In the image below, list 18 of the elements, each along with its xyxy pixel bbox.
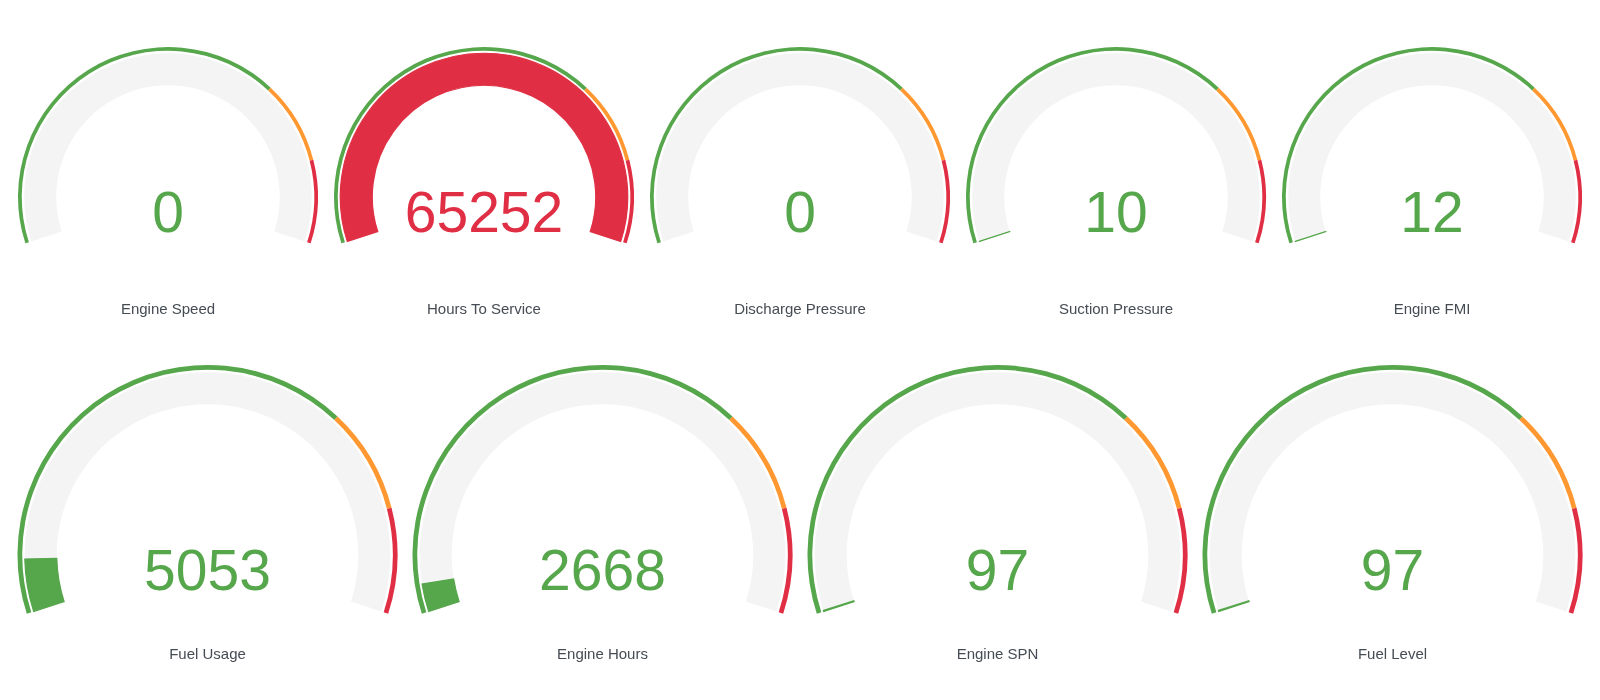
category-label: Fuel Level — [1357, 645, 1428, 662]
data-label: 97 — [1360, 538, 1425, 602]
category-label: Hours To Service — [427, 300, 541, 317]
category-label: Engine SPN — [956, 645, 1039, 662]
data-label: 2668 — [539, 538, 666, 602]
category-label: Suction Pressure — [1058, 300, 1174, 317]
category-label: Fuel Usage — [169, 645, 246, 662]
data-label: 97 — [965, 538, 1030, 602]
data-label: 0 — [784, 180, 816, 244]
category-label: Engine Speed — [120, 300, 216, 317]
data-label: 65252 — [404, 180, 564, 244]
data-label: 10 — [1084, 180, 1148, 244]
category-label: Engine FMI — [1393, 300, 1471, 317]
data-label: 5053 — [144, 538, 271, 602]
category-label: Engine Hours — [557, 645, 648, 662]
data-label: 12 — [1400, 180, 1464, 244]
category-label: Discharge Pressure — [734, 300, 866, 317]
data-label: 0 — [152, 180, 184, 244]
